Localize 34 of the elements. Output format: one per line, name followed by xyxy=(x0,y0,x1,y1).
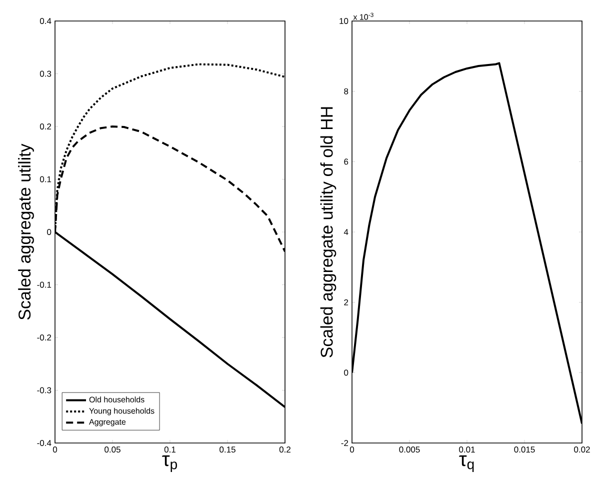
x-tick-label: 0.15 xyxy=(220,446,236,453)
y-tick-label: 6 xyxy=(344,158,348,165)
x-tick-label: 0.2 xyxy=(279,446,290,453)
y-tick-label: 10 xyxy=(340,18,348,24)
legend-label: Old households xyxy=(89,396,144,402)
y-tick-label: 8 xyxy=(344,88,348,94)
x-axis-title: τ$_{p}$ xyxy=(162,455,178,472)
x-tick-label: 0.01 xyxy=(459,446,475,453)
y-tick-label: -0.1 xyxy=(37,282,52,288)
y-tick-label: 0 xyxy=(47,228,52,236)
x-tick-label: 0.1 xyxy=(164,446,176,453)
legend-label: Young households xyxy=(89,408,154,416)
y-axis-title: Scaled aggregate utility xyxy=(18,144,34,320)
y-axis-title: Scaled aggregate utility of old HH xyxy=(320,107,336,358)
y-tick-label: 0.2 xyxy=(40,123,52,130)
y-tick-label: -2 xyxy=(341,440,348,446)
x-tick-label: 0.05 xyxy=(104,446,120,453)
x-tick-label: 0 xyxy=(350,446,354,453)
text: x 10$^{-3}$ xyxy=(353,12,374,20)
y-tick-label: 0.1 xyxy=(40,176,52,182)
x-tick-label: 0 xyxy=(52,446,58,453)
y-tick-label: 0.4 xyxy=(40,18,52,24)
legend-label: Aggregate xyxy=(89,419,126,426)
y-tick-label: 2 xyxy=(344,299,348,306)
x-tick-label: 0.02 xyxy=(574,446,590,453)
x-tick-label: 0.015 xyxy=(514,446,535,453)
y-tick-label: 4 xyxy=(344,229,348,235)
x-tick-label: 0.005 xyxy=(399,446,420,453)
y-tick-label: -0.2 xyxy=(37,334,52,341)
x-axis-title: τ$_{q}$ xyxy=(459,455,474,472)
y-tick-label: 0 xyxy=(344,370,348,376)
y-tick-label: -0.4 xyxy=(37,440,52,446)
y-tick-label: 0.3 xyxy=(40,70,52,77)
y-tick-label: -0.3 xyxy=(37,387,52,394)
